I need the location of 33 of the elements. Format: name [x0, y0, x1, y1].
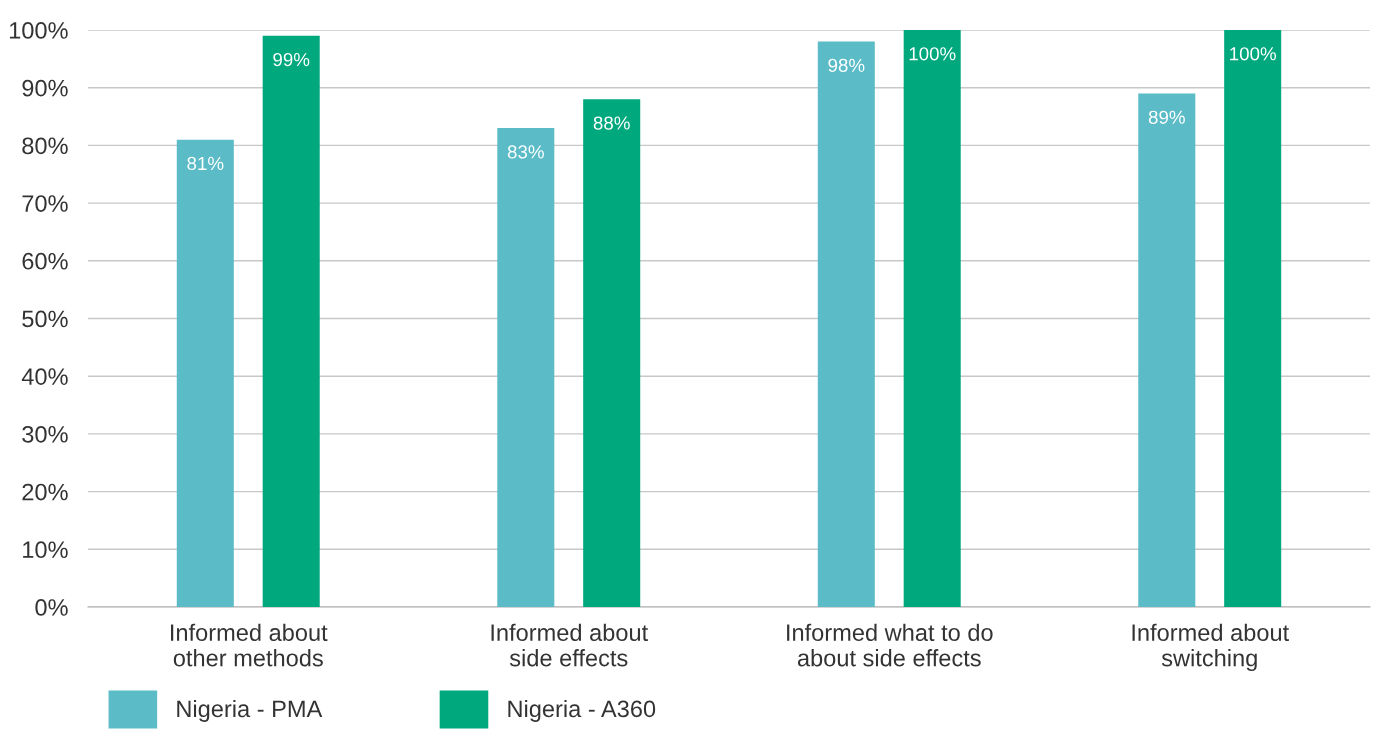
legend-label: Nigeria - PMA	[177, 699, 323, 722]
y-tick-label: 10%	[23, 541, 68, 559]
bar	[1138, 93, 1196, 607]
y-tick-label: 20%	[22, 483, 68, 501]
bar	[817, 41, 875, 607]
bar	[176, 139, 234, 607]
y-tick-label: 0%	[35, 599, 68, 616]
data-label: 81%	[187, 156, 224, 171]
y-tick-label: 60%	[22, 252, 68, 270]
y-tick-label: 90%	[22, 79, 68, 97]
legend-label: Nigeria - A360	[508, 699, 656, 722]
data-label: 83%	[507, 145, 544, 159]
data-label: 99%	[273, 52, 310, 67]
y-tick-label: 70%	[22, 195, 68, 212]
data-label: 100%	[909, 47, 956, 61]
y-tick-label: 80%	[22, 137, 68, 155]
y-tick-label: 30%	[22, 425, 68, 443]
data-label: 98%	[828, 58, 865, 72]
y-tick-label: 100%	[9, 22, 68, 39]
x-tick-label: Informed about side effects	[491, 623, 648, 667]
data-label: 89%	[1148, 110, 1185, 124]
bar	[1224, 30, 1282, 607]
bar	[903, 30, 961, 607]
data-label: 88%	[593, 116, 630, 130]
bar	[497, 128, 555, 607]
x-tick-label: Informed what to do about side effects	[787, 623, 993, 667]
bar	[583, 99, 641, 607]
x-tick-label: Informed about switching	[1132, 623, 1289, 672]
y-tick-label: 50%	[22, 310, 68, 328]
data-label: 100%	[1230, 47, 1277, 61]
x-tick-label: Informed about other methods	[171, 623, 328, 667]
bar	[262, 35, 320, 607]
y-tick-label: 40%	[21, 368, 68, 385]
